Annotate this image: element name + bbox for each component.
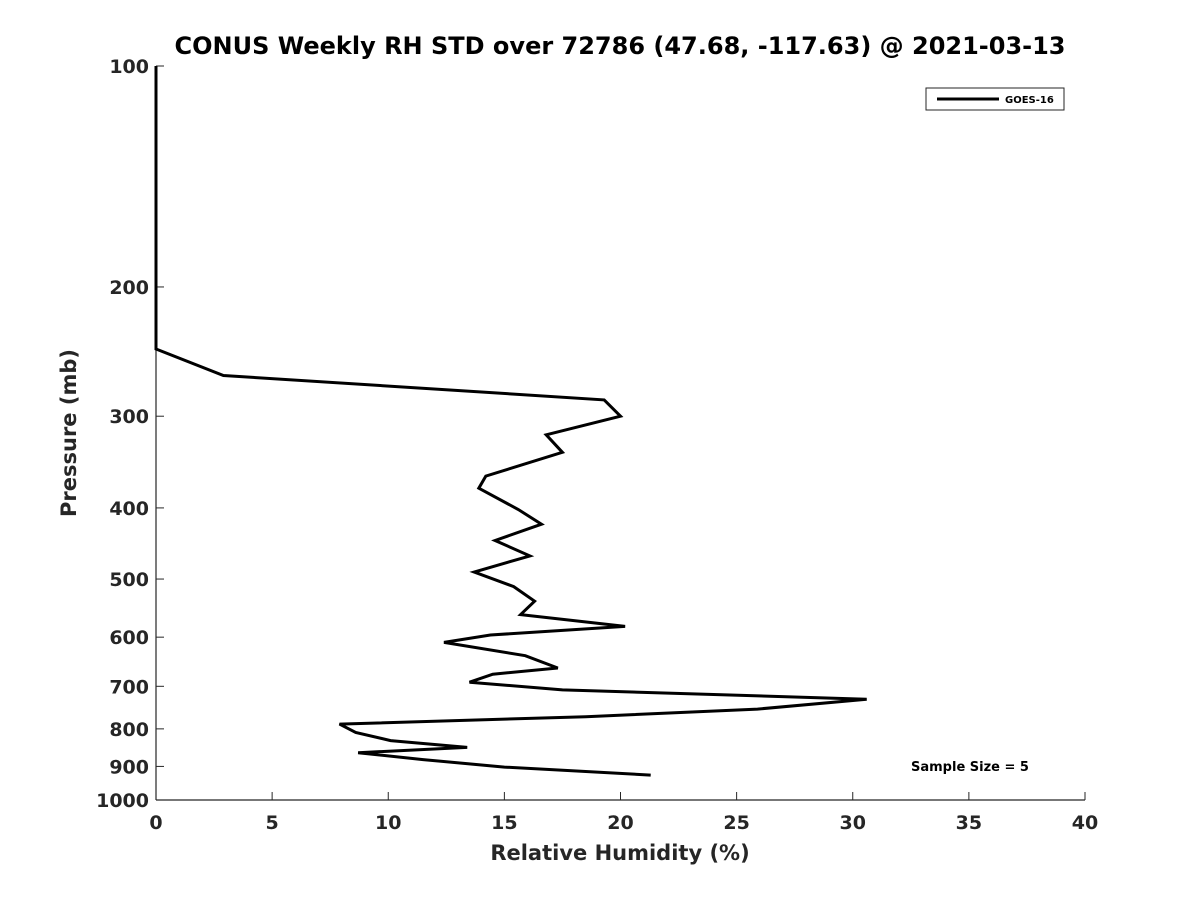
y-tick-label-900: 900 (109, 756, 149, 778)
series-layer (154, 66, 867, 777)
x-tick-label-15: 15 (491, 812, 517, 834)
y-tick-label-100: 100 (109, 56, 149, 78)
x-tick-label-25: 25 (723, 812, 749, 834)
y-tick-label-800: 800 (109, 719, 149, 741)
x-tick-label-10: 10 (375, 812, 401, 834)
series-line-0 (154, 66, 867, 777)
legend-label-goes-16: GOES-16 (1005, 95, 1054, 106)
y-tick-label-200: 200 (109, 277, 149, 299)
x-tick-label-40: 40 (1072, 812, 1098, 834)
x-tick-label-0: 0 (149, 812, 162, 834)
legend: GOES-16 (925, 87, 1065, 111)
y-tick-label-600: 600 (109, 627, 149, 649)
sample-size-annotation: Sample Size = 5 (911, 760, 1029, 775)
y-tick-label-1000: 1000 (96, 790, 149, 812)
y-ticks: 100 200 300 400 500 600 700 800 900 1000 (96, 56, 164, 812)
x-ticks: 0 5 10 15 20 25 30 35 40 (149, 792, 1098, 834)
plot-area (155, 66, 1085, 801)
y-axis-label: Pressure (mb) (57, 349, 81, 517)
y-tick-label-300: 300 (109, 406, 149, 428)
x-tick-label-20: 20 (607, 812, 633, 834)
chart-title: CONUS Weekly RH STD over 72786 (47.68, -… (174, 32, 1065, 60)
x-tick-label-30: 30 (840, 812, 866, 834)
x-tick-label-5: 5 (266, 812, 279, 834)
y-tick-label-500: 500 (109, 569, 149, 591)
x-tick-label-35: 35 (956, 812, 982, 834)
y-tick-label-400: 400 (109, 498, 149, 520)
x-axis-label: Relative Humidity (%) (490, 841, 749, 865)
y-tick-label-700: 700 (109, 676, 149, 698)
